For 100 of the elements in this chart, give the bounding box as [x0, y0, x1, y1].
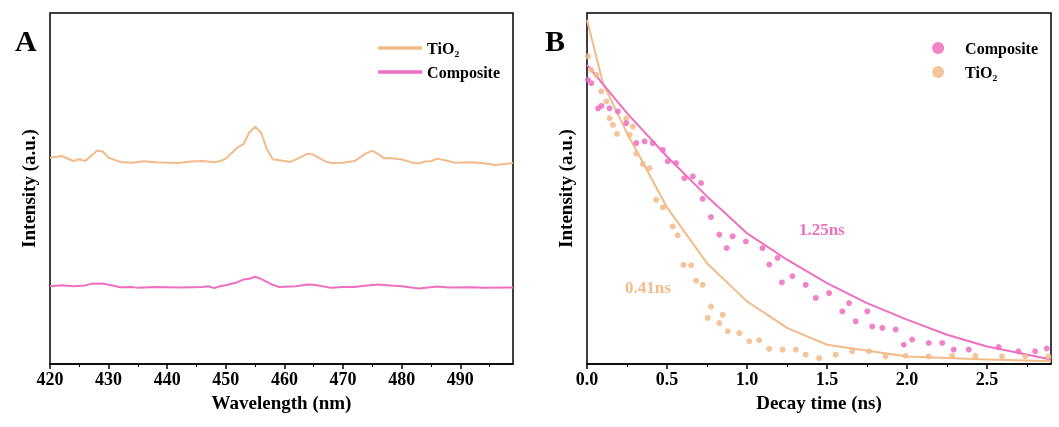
point	[633, 140, 640, 147]
point	[629, 123, 636, 130]
point	[816, 355, 823, 362]
point	[593, 71, 600, 78]
point	[588, 80, 595, 87]
point	[609, 121, 616, 128]
legend-label: Composite	[965, 39, 1039, 58]
point	[693, 277, 700, 284]
point	[689, 173, 696, 180]
x-tick-label: 440	[153, 369, 181, 389]
point	[723, 245, 730, 252]
point	[698, 180, 705, 186]
point	[882, 353, 889, 360]
point	[902, 352, 909, 359]
point	[708, 303, 714, 310]
point	[623, 120, 630, 127]
x-tick-label: 0.0	[575, 369, 599, 389]
point	[1015, 348, 1022, 355]
x-tick-label: 0.5	[655, 369, 679, 389]
point	[606, 115, 613, 122]
point	[639, 161, 646, 168]
point	[584, 53, 591, 60]
point	[598, 88, 605, 95]
point	[603, 98, 610, 105]
point	[900, 341, 907, 348]
point	[699, 281, 706, 288]
point	[614, 108, 621, 115]
point	[925, 340, 932, 347]
point	[646, 165, 653, 172]
x-tick-label: 480	[388, 369, 416, 389]
legend-label: TiO₂	[427, 39, 460, 57]
point	[588, 66, 595, 73]
x-axis-title: Decay time (ns)	[756, 391, 882, 414]
point	[909, 336, 916, 343]
point	[839, 308, 846, 315]
legend-label: TiO₂	[965, 63, 998, 81]
point	[626, 131, 633, 138]
point	[673, 160, 680, 167]
point	[802, 281, 809, 288]
point	[852, 318, 859, 325]
chart-title: B	[545, 23, 566, 57]
point	[1022, 353, 1029, 360]
x-tick-label: 420	[36, 369, 64, 389]
point	[736, 330, 743, 337]
point	[699, 195, 706, 202]
x-tick-label: 450	[212, 369, 240, 389]
point	[623, 115, 630, 122]
point	[766, 261, 773, 268]
point	[1043, 345, 1050, 352]
x-tick-label: 470	[329, 369, 357, 389]
legend-label: Composite	[427, 63, 501, 82]
point	[865, 348, 872, 355]
point	[949, 352, 956, 359]
point	[742, 238, 749, 245]
x-axis-title: Wavelength (nm)	[211, 391, 352, 414]
point	[680, 261, 687, 268]
point	[688, 262, 695, 269]
point	[613, 130, 620, 137]
y-axis-title: Intensity (a.u.)	[554, 129, 577, 248]
point	[892, 326, 899, 333]
point	[729, 233, 736, 240]
point	[864, 308, 871, 315]
point	[972, 352, 979, 359]
point	[708, 214, 714, 221]
point	[759, 245, 766, 252]
x-tick-label: 430	[95, 369, 123, 389]
y-axis-title: Intensity (a.u.)	[17, 129, 40, 248]
point	[606, 105, 613, 112]
point	[649, 140, 656, 147]
point	[779, 346, 786, 353]
point	[716, 320, 723, 327]
point	[792, 346, 799, 353]
point	[846, 300, 853, 307]
point	[774, 255, 781, 262]
point	[995, 344, 1002, 351]
point	[1032, 348, 1039, 355]
point	[939, 340, 946, 347]
point	[653, 196, 660, 203]
x-tick-label: 1.5	[815, 369, 839, 389]
point	[669, 223, 676, 230]
point	[641, 138, 648, 145]
point	[789, 273, 796, 280]
point	[746, 338, 753, 345]
point	[832, 351, 839, 358]
point	[724, 328, 731, 335]
annotation: 0.41ns	[625, 278, 672, 298]
point	[1045, 353, 1052, 360]
point	[719, 311, 726, 318]
point	[812, 294, 819, 301]
point	[879, 324, 886, 331]
point	[659, 146, 666, 153]
point	[664, 158, 671, 165]
annotation: 1.25ns	[798, 220, 846, 240]
x-tick-label: 2.0	[895, 369, 919, 389]
point	[766, 345, 773, 352]
x-tick-label: 490	[446, 369, 474, 389]
x-tick-label: 460	[270, 369, 298, 389]
point	[999, 353, 1006, 360]
point	[674, 232, 681, 239]
point	[778, 279, 785, 286]
